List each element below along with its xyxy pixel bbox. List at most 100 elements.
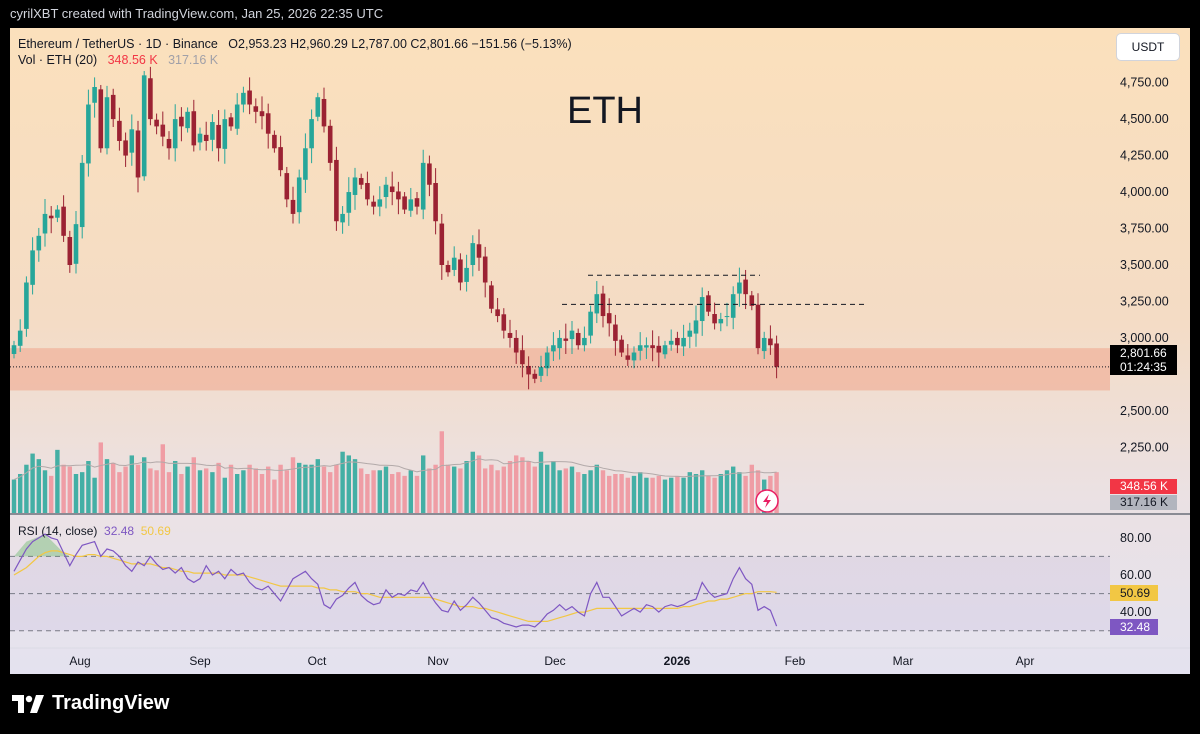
candle-body: [203, 134, 209, 141]
candle-body: [24, 282, 29, 329]
volume-bar: [439, 431, 444, 513]
volume-bar: [18, 474, 23, 513]
volume-bar: [179, 474, 184, 513]
volume-bar: [644, 477, 649, 513]
time-tick-label: Oct: [308, 654, 327, 668]
candle-body: [284, 173, 290, 200]
rsi-legend-label[interactable]: RSI (14, close): [18, 524, 98, 538]
volume-bar: [607, 475, 612, 513]
candle-body: [668, 340, 674, 345]
volume-legend-label[interactable]: Vol · ETH (20): [18, 53, 98, 67]
footer: TradingView: [0, 674, 1200, 734]
rsi-legend-ma: 50.69: [140, 524, 171, 538]
rsi-ma-badge: 50.69: [1110, 585, 1158, 601]
volume-bar: [290, 457, 296, 513]
candle-body: [730, 294, 736, 318]
volume-bar: [191, 457, 196, 513]
candle-body: [61, 206, 66, 236]
volume-bar: [92, 477, 97, 513]
volume-bar: [359, 468, 364, 513]
candle-body: [48, 215, 54, 219]
tradingview-logo-icon: [12, 694, 44, 713]
tradingview-logo[interactable]: TradingView: [12, 692, 169, 715]
price-tick-label: 3,000.00: [1120, 331, 1169, 345]
volume-bar: [476, 455, 482, 513]
rsi-tick-label: 60.00: [1120, 568, 1151, 582]
symbol-title[interactable]: Ethereum / TetherUS · 1D · Binance: [18, 37, 218, 51]
candle-body: [557, 337, 562, 349]
volume-bar: [625, 477, 630, 513]
volume-legend-value: 348.56 K: [107, 53, 158, 67]
volume-bar: [675, 475, 680, 513]
candle-body: [296, 177, 302, 213]
candle-body: [414, 198, 420, 207]
volume-bar: [532, 466, 537, 513]
currency-button[interactable]: USDT: [1116, 33, 1180, 61]
volume-bar: [594, 464, 599, 513]
candle-body: [73, 224, 79, 264]
volume-bar: [452, 466, 457, 513]
candle-body: [637, 345, 643, 351]
volume-bar: [104, 459, 110, 513]
candle-body: [154, 119, 159, 127]
chart-canvas[interactable]: 4,750.00 4,500.00 4,250.00 4,000.00 3,750.00…: [10, 28, 1190, 674]
lightning-icon[interactable]: [755, 489, 779, 513]
candle-body: [749, 295, 755, 306]
candle-body: [110, 94, 116, 120]
volume-bar: [390, 474, 395, 513]
candle-body: [724, 316, 730, 318]
candle-body: [458, 259, 463, 283]
volume-bar: [520, 457, 525, 513]
chart-frame[interactable]: 4,750.00 4,500.00 4,250.00 4,000.00 3,750.00…: [10, 28, 1190, 674]
volume-bar: [160, 444, 165, 513]
rsi-line: [13, 533, 778, 628]
candle-body: [768, 338, 773, 346]
candle-body: [228, 117, 234, 127]
volume-bar: [321, 466, 327, 513]
time-tick-label: Sep: [189, 654, 211, 668]
volume-bar: [272, 479, 277, 513]
price-tick-label: 2,250.00: [1120, 440, 1169, 454]
volume-bar: [507, 461, 513, 513]
candle-body: [569, 330, 575, 340]
volume-bar: [55, 449, 60, 513]
candle-body: [265, 113, 271, 134]
candle-body: [98, 89, 104, 149]
volume-bar: [346, 455, 351, 513]
candle-body: [216, 124, 221, 149]
candle-body: [476, 244, 482, 258]
candle-body: [613, 324, 618, 341]
price-badge-countdown: 01:24:35: [1120, 360, 1167, 374]
volume-bar: [514, 455, 519, 513]
volume-bar: [377, 470, 382, 513]
price-tick-label: 4,250.00: [1120, 149, 1169, 163]
candle-body: [563, 338, 569, 341]
candle-body: [520, 350, 525, 365]
price-tick-label: 4,500.00: [1120, 112, 1169, 126]
candle-body: [656, 345, 662, 353]
time-tick-label: Dec: [544, 654, 565, 668]
volume-bar: [588, 470, 593, 513]
candle-body: [712, 314, 717, 324]
candle-body: [699, 297, 705, 322]
candle-body: [513, 337, 519, 353]
volume-bar: [737, 472, 742, 513]
candle-body: [501, 314, 507, 331]
candle-body: [179, 116, 184, 127]
candle-body: [544, 352, 550, 369]
candle-body: [197, 133, 203, 143]
volume-bar: [458, 468, 463, 513]
candle-body: [352, 177, 358, 195]
candle-body: [222, 119, 228, 149]
volume-bar: [576, 472, 581, 513]
candle-body: [575, 332, 581, 346]
volume-bar: [328, 472, 333, 513]
volume-bar: [216, 462, 221, 513]
volume-bar: [718, 474, 723, 513]
candle-body: [507, 332, 513, 338]
volume-bar: [247, 464, 252, 513]
volume-bar: [303, 464, 308, 513]
candle-body: [427, 163, 432, 185]
candle-body: [755, 304, 761, 349]
volume-bar: [86, 461, 91, 513]
